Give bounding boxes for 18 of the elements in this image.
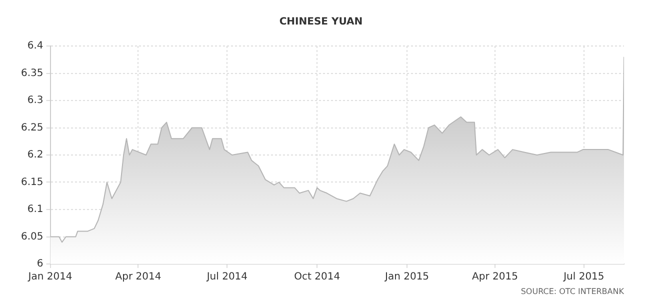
- x-tick-label: Jul 2015: [562, 272, 604, 283]
- source-note: SOURCE: OTC INTERBANK: [520, 287, 625, 296]
- y-tick-label: 6.35: [21, 68, 44, 79]
- y-tick-label: 6.2: [27, 150, 44, 161]
- x-tick-label: Apr 2014: [115, 272, 162, 283]
- x-tick-label: Oct 2014: [294, 272, 340, 283]
- y-tick-label: 6.1: [27, 204, 44, 216]
- x-tick-label: Apr 2015: [472, 272, 518, 283]
- x-tick-label: Jul 2014: [206, 272, 248, 283]
- y-tick-label: 6: [36, 258, 44, 270]
- y-tick-label: 6.15: [21, 176, 44, 188]
- y-tick-label: 6.4: [27, 40, 44, 52]
- x-tick-label: Jan 2015: [384, 272, 430, 283]
- y-tick-label: 6.05: [21, 231, 44, 242]
- x-tick-label: Jan 2014: [27, 272, 72, 283]
- chart-title: CHINESE YUAN: [279, 16, 363, 28]
- y-tick-label: 6.25: [21, 122, 44, 134]
- y-tick-label: 6.3: [27, 95, 44, 106]
